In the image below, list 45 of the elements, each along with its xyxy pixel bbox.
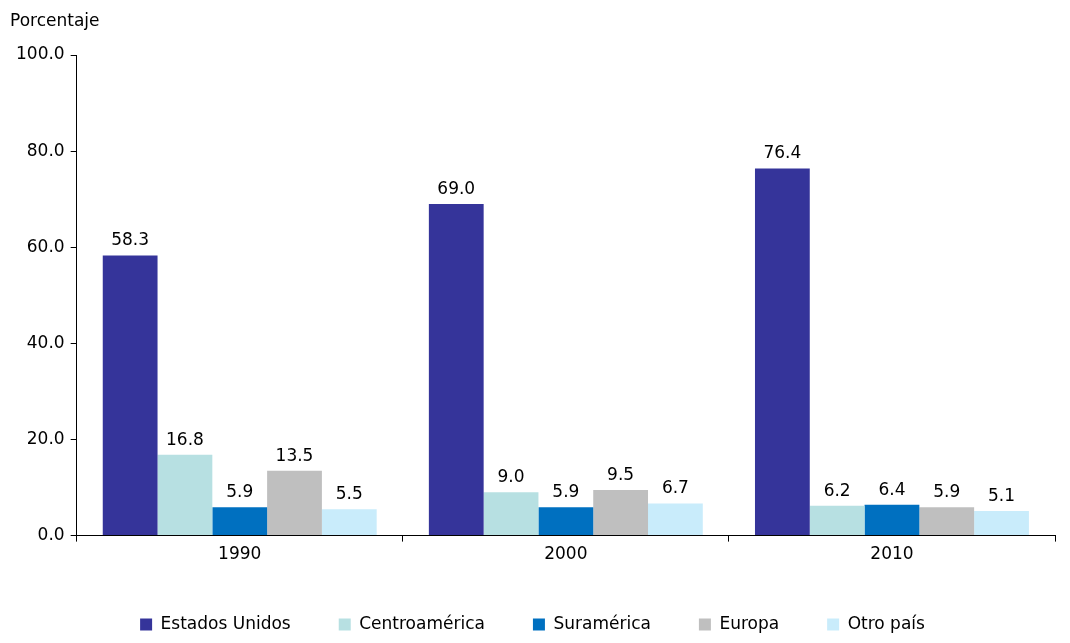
data-label: 5.1 [987, 485, 1016, 506]
y-axis-title: Porcentaje [10, 10, 100, 30]
bar [754, 168, 810, 536]
y-tick-label: 80.0 [26, 139, 65, 160]
data-label: 69.0 [437, 177, 476, 198]
legend-label: Otro país [847, 612, 926, 633]
bar [267, 470, 322, 536]
data-label: 5.9 [933, 481, 961, 502]
data-label: 5.9 [552, 481, 580, 502]
data-label: 16.8 [166, 428, 204, 449]
bar [428, 203, 484, 536]
y-tick-label: 20.0 [26, 427, 65, 448]
bar [483, 492, 539, 536]
y-tick-label: 0.0 [37, 524, 65, 545]
data-label: 13.5 [275, 444, 314, 465]
legend-label: Estados Unidos [160, 612, 291, 633]
bar [157, 454, 213, 536]
data-label: 6.2 [823, 479, 851, 500]
data-label: 5.9 [226, 481, 254, 502]
data-label: 76.4 [763, 142, 802, 163]
bar [538, 507, 594, 536]
y-tick-label: 100.0 [16, 43, 65, 64]
legend-label: Europa [719, 612, 780, 633]
x-tick-label: 1990 [218, 543, 262, 564]
bar [974, 511, 1029, 536]
x-tick-label: 2010 [870, 543, 914, 564]
data-label: 6.4 [878, 478, 906, 499]
bar [864, 504, 920, 536]
x-tick-label: 2000 [544, 543, 588, 564]
data-label: 5.5 [335, 483, 363, 504]
bar [593, 489, 649, 536]
bar [102, 255, 158, 536]
legend-label: Suramérica [553, 612, 651, 633]
legend-label: Centroamérica [359, 612, 485, 633]
bar [809, 505, 865, 536]
y-tick-label: 60.0 [26, 235, 65, 256]
data-label: 6.7 [661, 477, 689, 498]
y-tick-label: 40.0 [26, 331, 65, 352]
bar [321, 509, 377, 536]
data-label: 9.0 [497, 466, 525, 487]
data-label: 58.3 [111, 229, 150, 250]
bar [919, 507, 975, 536]
bar [212, 507, 268, 536]
bar [648, 503, 703, 536]
data-label: 9.5 [607, 463, 635, 484]
